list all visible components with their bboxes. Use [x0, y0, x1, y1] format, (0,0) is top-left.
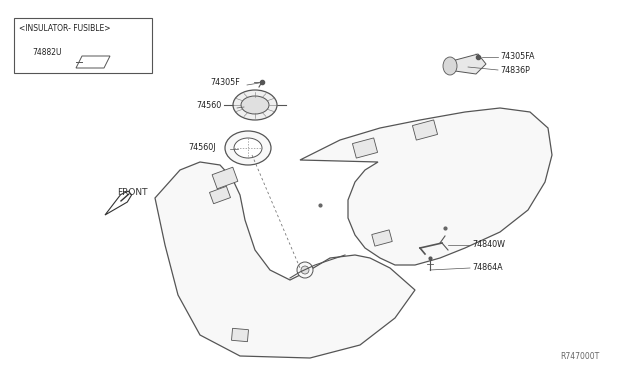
Text: 74560: 74560: [196, 101, 221, 110]
Text: R747000T: R747000T: [560, 352, 599, 361]
Ellipse shape: [241, 96, 269, 114]
Text: 74305FA: 74305FA: [500, 52, 534, 61]
Text: 74882U: 74882U: [32, 48, 61, 57]
Ellipse shape: [443, 57, 457, 75]
Polygon shape: [105, 191, 132, 215]
Polygon shape: [372, 230, 392, 246]
Text: 74864A: 74864A: [472, 263, 502, 272]
Polygon shape: [212, 167, 238, 189]
Text: <INSULATOR- FUSIBLE>: <INSULATOR- FUSIBLE>: [19, 24, 111, 33]
Polygon shape: [412, 120, 438, 140]
Polygon shape: [209, 186, 230, 204]
Polygon shape: [76, 56, 110, 68]
Ellipse shape: [297, 262, 313, 278]
Polygon shape: [353, 138, 378, 158]
Text: FRONT: FRONT: [117, 188, 147, 197]
Ellipse shape: [301, 266, 309, 274]
Ellipse shape: [225, 131, 271, 165]
Text: 74840W: 74840W: [472, 240, 505, 249]
Polygon shape: [232, 328, 248, 341]
Ellipse shape: [233, 90, 277, 120]
Text: 74836P: 74836P: [500, 66, 530, 75]
Bar: [14, 18, 152, 73]
Polygon shape: [448, 54, 486, 74]
Ellipse shape: [234, 138, 262, 158]
Polygon shape: [155, 162, 415, 358]
Text: 74305F: 74305F: [210, 78, 240, 87]
Text: 74560J: 74560J: [188, 143, 216, 152]
Polygon shape: [300, 108, 552, 265]
